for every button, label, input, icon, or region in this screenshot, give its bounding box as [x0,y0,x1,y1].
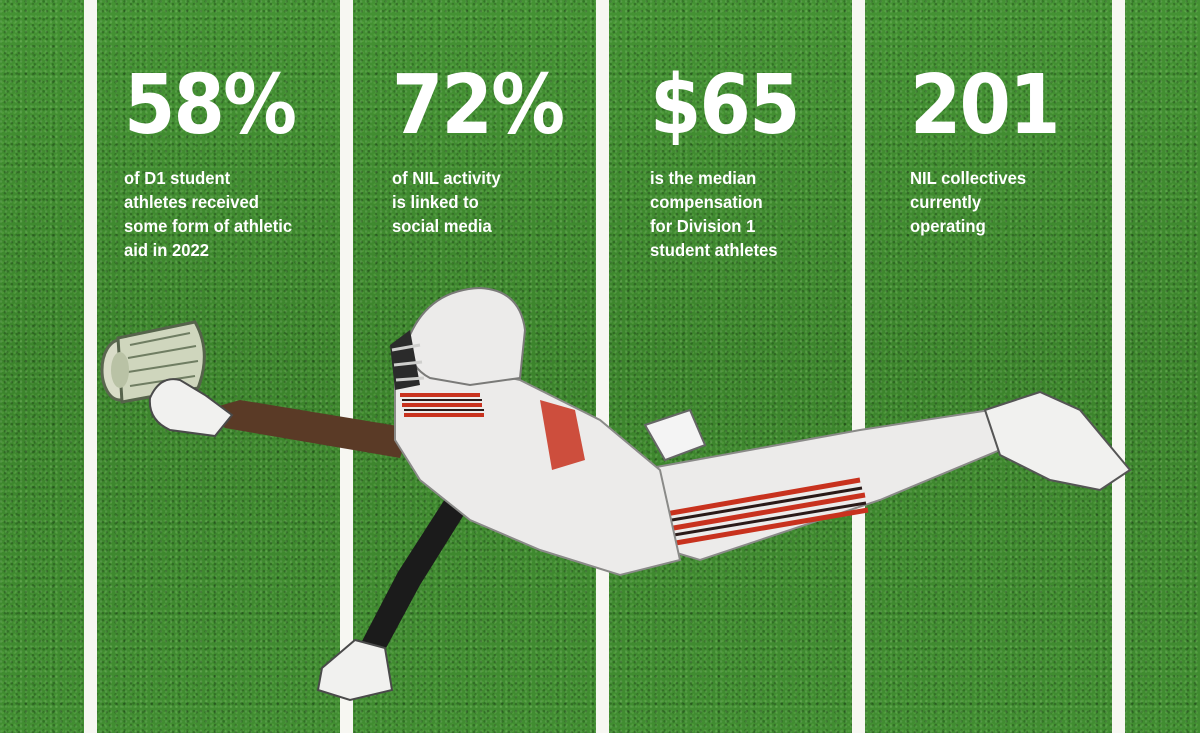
stat-description: of D1 student athletes received some for… [124,166,343,262]
stat-description: NIL collectives currently operating [910,166,1129,238]
stat-description-line: operating [910,216,986,236]
stat-nil-social-media: 72% of NIL activity is linked to social … [392,62,622,238]
stat-description-line: currently [910,192,982,212]
stat-description: is the median compensation for Division … [650,166,869,262]
stat-value: 201 [910,58,1060,153]
stat-description-line: of D1 student [124,168,231,188]
stat-description-line: some form of athletic [124,216,293,236]
stat-value: 72% [392,58,565,153]
stat-description-line: of NIL activity [392,168,501,188]
stat-median-compensation: $65 is the median compensation for Divis… [650,62,880,262]
stat-description-line: is the median [650,168,757,188]
stat-d1-athletic-aid: 58% of D1 student athletes received some… [124,62,354,262]
yard-line [852,0,865,733]
stat-description-line: aid in 2022 [124,240,210,260]
stat-value: $65 [650,58,800,153]
stat-description-line: NIL collectives [910,168,1027,188]
helmet-icon [390,286,527,390]
stat-description: of NIL activity is linked to social medi… [392,166,611,238]
stat-description-line: social media [392,216,492,236]
stat-nil-collectives: 201 NIL collectives currently operating [910,62,1140,238]
yard-line [1112,0,1125,733]
stat-value: 58% [124,58,297,153]
stat-description-line: is linked to [392,192,479,212]
stat-description-line: student athletes [650,240,778,260]
yard-line [340,0,353,733]
stat-description-line: compensation [650,192,763,212]
yard-line [84,0,97,733]
stat-description-line: for Division 1 [650,216,756,236]
stat-description-line: athletes received [124,192,259,212]
